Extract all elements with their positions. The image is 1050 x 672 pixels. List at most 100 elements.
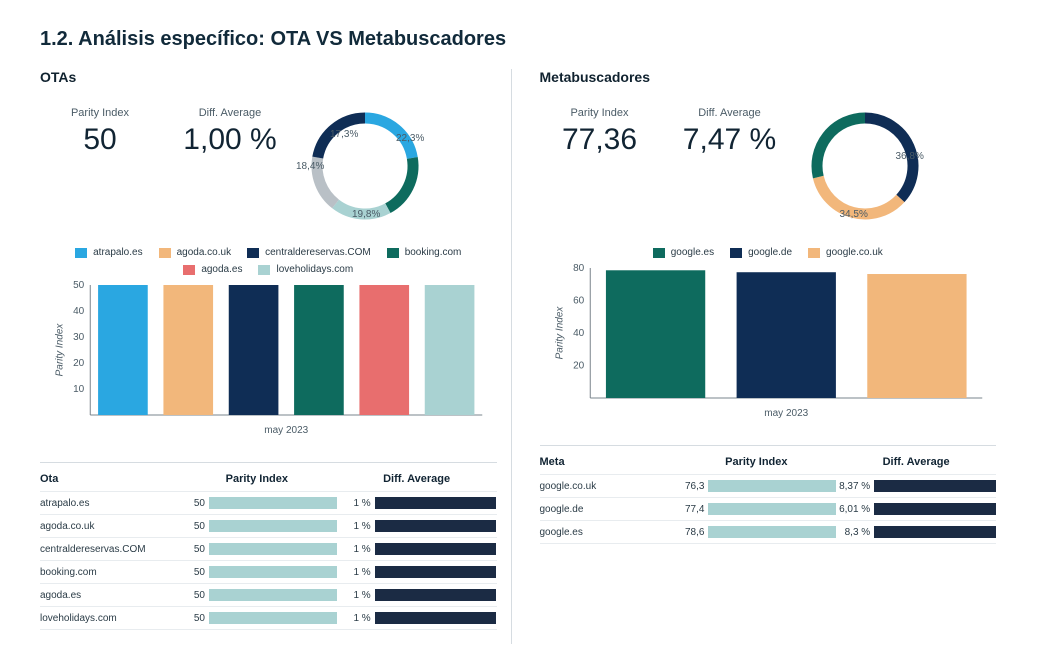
donut-slice [388, 158, 413, 208]
left-legend: atrapalo.es agoda.co.uk centraldereservas.… [40, 247, 497, 275]
row-diff-bar [874, 526, 996, 538]
bar [867, 274, 966, 398]
legend-swatch [75, 248, 87, 258]
row-diff-value: 8,37 % [836, 481, 870, 492]
legend-item: google.co.uk [808, 247, 883, 258]
columns: OTAs Parity Index 50 Diff. Average 1,00 … [40, 69, 1010, 644]
table-row: centraldereservas.COM 50 1 % [40, 538, 497, 561]
row-idx: 50 [177, 497, 337, 509]
legend-label: google.de [748, 247, 792, 258]
legend-swatch [183, 265, 195, 275]
table-head-name: Meta [540, 456, 677, 468]
row-diff-bar [375, 612, 497, 624]
table-row: agoda.es 50 1 % [40, 584, 497, 607]
svg-text:Parity Index: Parity Index [54, 323, 65, 377]
kpi-value: 77,36 [562, 123, 637, 157]
legend-swatch [247, 248, 259, 258]
svg-text:60: 60 [573, 296, 585, 307]
row-name: atrapalo.es [40, 498, 177, 509]
row-idx-value: 50 [177, 521, 205, 532]
row-idx-bar [209, 543, 337, 555]
row-diff: 8,3 % [836, 526, 996, 538]
row-name: google.es [540, 527, 677, 538]
donut-pct-label: 22,3% [396, 133, 424, 144]
row-idx-value: 50 [177, 544, 205, 555]
kpi-parity: Parity Index 77,36 [540, 101, 660, 157]
donut-slice [817, 118, 865, 177]
row-idx-value: 50 [177, 498, 205, 509]
row-idx-bar [209, 497, 337, 509]
row-idx-bar [708, 526, 836, 538]
right-table: Meta Parity Index Diff. Average google.c… [540, 445, 997, 544]
bar [736, 272, 835, 398]
row-idx: 50 [177, 566, 337, 578]
table-row: google.co.uk 76,3 8,37 % [540, 475, 997, 498]
row-name: booking.com [40, 567, 177, 578]
left-barchart: 1020304050Parity Indexmay 2023 [40, 279, 497, 444]
row-idx-value: 78,6 [676, 527, 704, 538]
svg-text:40: 40 [573, 328, 585, 339]
row-name: agoda.es [40, 590, 177, 601]
row-idx: 50 [177, 612, 337, 624]
row-idx: 50 [177, 520, 337, 532]
row-name: loveholidays.com [40, 613, 177, 624]
legend-item: google.es [653, 247, 714, 258]
row-name: google.co.uk [540, 481, 677, 492]
svg-text:40: 40 [73, 306, 85, 317]
row-idx-value: 50 [177, 567, 205, 578]
row-name: centraldereservas.COM [40, 544, 177, 555]
svg-text:50: 50 [73, 280, 85, 291]
bar [229, 285, 279, 415]
row-diff: 1 % [337, 543, 497, 555]
donut-pct-label: 18,4% [296, 161, 324, 172]
svg-text:Parity Index: Parity Index [554, 306, 565, 360]
row-idx-bar [209, 612, 337, 624]
row-diff-value: 6,01 % [836, 504, 870, 515]
left-kpi-block: Parity Index 50 Diff. Average 1,00 % 22,… [40, 101, 497, 231]
legend-label: agoda.es [201, 264, 242, 275]
svg-text:may 2023: may 2023 [764, 408, 808, 419]
legend-swatch [808, 248, 820, 258]
right-legend: google.es google.de google.co.uk [540, 247, 997, 258]
row-diff-bar [874, 480, 996, 492]
legend-label: google.es [671, 247, 714, 258]
table-row: loveholidays.com 50 1 % [40, 607, 497, 630]
donut-pct-label: 34,5% [840, 209, 868, 220]
row-diff-bar [375, 543, 497, 555]
legend-label: agoda.co.uk [177, 247, 232, 258]
legend-swatch [387, 248, 399, 258]
donut-pct-label: 17,3% [330, 129, 358, 140]
row-diff-bar [375, 566, 497, 578]
kpi-value: 50 [83, 123, 116, 157]
kpi-diff: Diff. Average 7,47 % [670, 101, 790, 157]
bar [163, 285, 213, 415]
row-idx: 77,4 [676, 503, 836, 515]
svg-text:30: 30 [73, 332, 85, 343]
row-diff: 1 % [337, 589, 497, 601]
svg-text:20: 20 [73, 358, 85, 369]
legend-item: atrapalo.es [75, 247, 142, 258]
table-head-idx: Parity Index [177, 473, 337, 485]
row-idx: 78,6 [676, 526, 836, 538]
row-diff-bar [375, 589, 497, 601]
table-row: atrapalo.es 50 1 % [40, 492, 497, 515]
legend-label: booking.com [405, 247, 462, 258]
row-diff-bar [375, 520, 497, 532]
table-row: agoda.co.uk 50 1 % [40, 515, 497, 538]
table-head-diff: Diff. Average [836, 456, 996, 468]
right-panel: Metabuscadores Parity Index 77,36 Diff. … [511, 69, 1011, 644]
bar [425, 285, 475, 415]
row-idx-bar [209, 520, 337, 532]
row-idx: 50 [177, 589, 337, 601]
legend-swatch [258, 265, 270, 275]
kpi-parity: Parity Index 50 [40, 101, 160, 157]
legend-label: centraldereservas.COM [265, 247, 371, 258]
row-idx-bar [209, 566, 337, 578]
table-row: google.de 77,4 6,01 % [540, 498, 997, 521]
row-idx: 76,3 [676, 480, 836, 492]
right-title: Metabuscadores [540, 69, 997, 85]
row-idx-value: 77,4 [676, 504, 704, 515]
right-kpi-block: Parity Index 77,36 Diff. Average 7,47 % … [540, 101, 997, 231]
row-diff: 1 % [337, 612, 497, 624]
legend-item: booking.com [387, 247, 462, 258]
